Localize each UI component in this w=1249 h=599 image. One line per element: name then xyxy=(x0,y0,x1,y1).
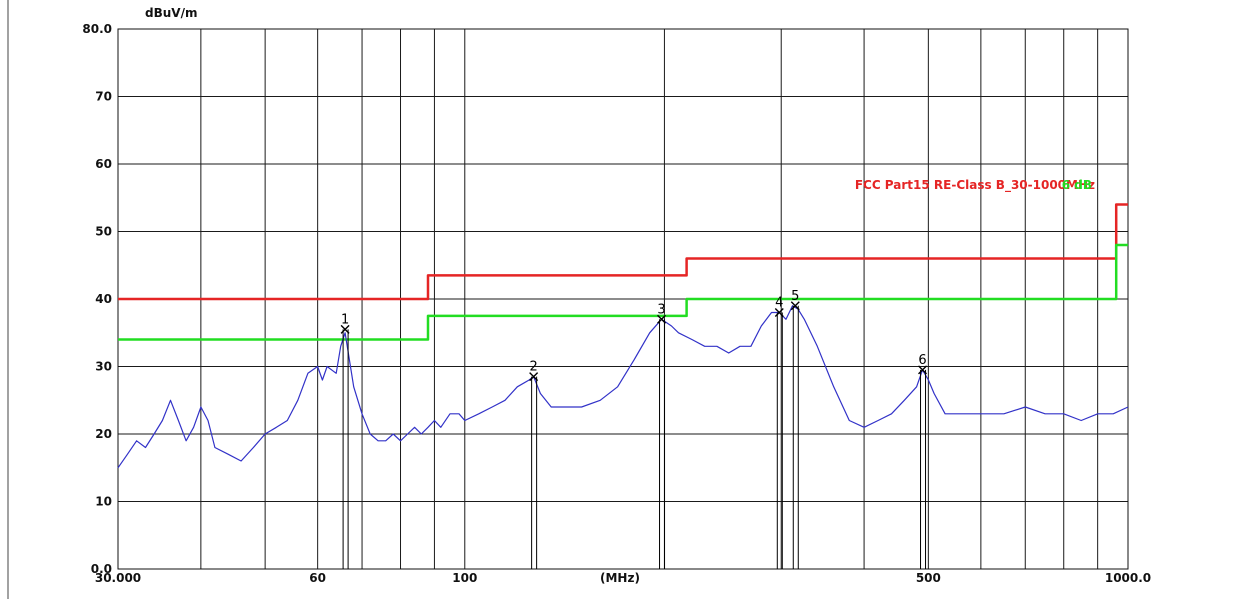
y-tick-label: 80.0 xyxy=(82,22,112,36)
peak-markers: 1 2 3 4 5 6 xyxy=(340,289,928,569)
y-tick-label: 0.0 xyxy=(91,562,112,576)
measured-trace xyxy=(117,305,1129,469)
x-axis-ticks: 30.000 60 100 500 1000.0 xyxy=(95,571,1151,585)
x-tick-label: 1000.0 xyxy=(1105,571,1151,585)
y-tick-label: 20 xyxy=(95,427,112,441)
marker-label: 3 xyxy=(657,302,665,317)
marker-x-mark xyxy=(340,324,350,334)
margin-line xyxy=(118,243,1128,341)
limit-line xyxy=(118,203,1128,301)
marker-x-mark xyxy=(529,372,539,382)
y-tick-label: 70 xyxy=(95,90,112,104)
legend-limit-label: FCC Part15 RE-Class B_30-1000MHz xyxy=(855,178,1095,193)
x-tick-label: 100 xyxy=(452,571,477,585)
marker-label: 1 xyxy=(341,312,349,327)
marker-x-mark xyxy=(790,301,800,311)
series-lines xyxy=(117,203,1129,469)
x-tick-label: 500 xyxy=(916,571,941,585)
marker-label: 6 xyxy=(918,353,926,368)
y-axis-ticks: 80.0 70 60 50 40 30 20 10 0.0 xyxy=(82,22,112,576)
marker-label: 2 xyxy=(529,360,537,375)
y-tick-label: 50 xyxy=(95,225,112,239)
y-axis-label: dBuV/m xyxy=(145,6,197,20)
marker-label: 4 xyxy=(775,296,783,311)
legend-margin-label: 6 dB xyxy=(1062,178,1092,192)
x-tick-label: 60 xyxy=(309,571,326,585)
x-axis-label: (MHz) xyxy=(600,571,640,585)
marker-x-mark xyxy=(657,314,667,324)
y-tick-label: 60 xyxy=(95,157,112,171)
x-tick-label: 30.000 xyxy=(95,571,141,585)
marker-x-mark xyxy=(918,365,928,375)
y-tick-label: 40 xyxy=(95,292,112,306)
y-tick-label: 10 xyxy=(95,495,112,509)
marker-x-mark xyxy=(774,308,784,317)
y-tick-label: 30 xyxy=(95,360,112,374)
marker-label: 5 xyxy=(791,289,799,304)
